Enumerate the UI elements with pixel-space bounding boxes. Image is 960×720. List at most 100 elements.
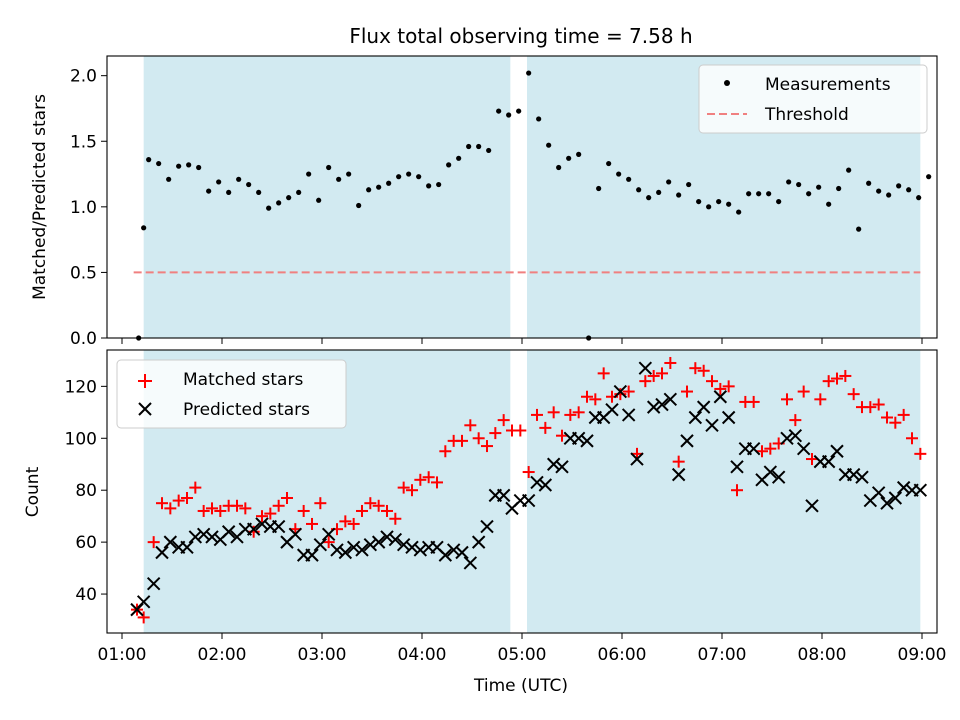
measurement-point — [856, 226, 862, 232]
y-tick-label: 0.0 — [70, 329, 97, 349]
predicted-star-point — [796, 441, 811, 456]
matched-star-point — [889, 416, 902, 429]
measurement-point — [406, 171, 412, 177]
predicted-star-point — [655, 397, 669, 412]
measurement-point — [316, 197, 322, 203]
measurement-point — [336, 176, 342, 182]
matched-star-point — [881, 411, 893, 424]
measurement-points — [136, 70, 932, 341]
measurement-point — [286, 195, 292, 201]
matched-star-point — [764, 442, 777, 455]
measurement-point — [206, 188, 212, 194]
shaded-period-1 — [143, 56, 511, 338]
measurement-point — [196, 164, 202, 171]
matched-star-point — [839, 369, 852, 382]
y-tick-label: 1.0 — [70, 198, 97, 218]
predicted-star-point — [788, 428, 803, 443]
matched-star-point — [431, 476, 443, 489]
predicted-star-point — [438, 548, 453, 562]
predicted-star-point — [855, 470, 869, 484]
matched-star-point — [481, 440, 493, 453]
predicted-star-point — [413, 543, 428, 557]
predicted-star-point — [180, 540, 194, 555]
matched-star-point — [756, 445, 768, 458]
measurement-point — [786, 179, 792, 185]
matched-star-point — [239, 502, 252, 515]
measurement-point — [236, 176, 242, 182]
measurement-point — [816, 184, 822, 190]
matched-star-point — [397, 481, 410, 494]
legend-measurements-marker — [724, 80, 730, 86]
measurement-point — [526, 70, 532, 76]
predicted-star-point — [821, 454, 836, 469]
measurement-point — [796, 181, 802, 188]
y-tick-label: 120 — [65, 377, 97, 397]
matched-star-point — [206, 502, 218, 515]
y-tick-label: 0.5 — [70, 263, 97, 283]
predicted-star-point — [630, 452, 644, 466]
measurement-point — [886, 192, 892, 198]
y-tick-label: 1.5 — [70, 132, 97, 152]
matched-star-point — [272, 499, 285, 512]
legend-predicted-label: Predicted stars — [183, 400, 310, 420]
predicted-star-point — [771, 470, 786, 484]
matched-star-point — [514, 424, 527, 437]
measurement-point — [876, 188, 882, 194]
matched-star-point — [256, 510, 268, 523]
matched-star-point — [789, 414, 802, 427]
matched-star-point — [231, 499, 243, 512]
measurement-point — [496, 108, 502, 114]
matched-star-point — [156, 497, 168, 510]
matched-star-point — [672, 455, 685, 468]
measurement-point — [926, 174, 932, 180]
matched-star-point — [322, 536, 335, 549]
measurement-point — [746, 191, 752, 197]
predicted-star-point — [880, 496, 894, 510]
predicted-star-point — [355, 543, 369, 557]
measurement-point — [266, 205, 272, 211]
bottom-legend-box — [116, 359, 347, 429]
x-tick-label: 02:00 — [198, 645, 247, 665]
top-legend: Measurements Threshold — [698, 64, 928, 134]
predicted-star-point — [896, 480, 911, 495]
predicted-star-point — [205, 530, 219, 544]
measurement-point — [346, 171, 352, 177]
matched-star-point — [489, 427, 502, 440]
measurement-point — [706, 204, 712, 210]
y-tick-label: 40 — [75, 585, 97, 605]
predicted-star-point — [730, 460, 744, 474]
y-tick-label: 80 — [75, 481, 97, 501]
measurement-point — [476, 143, 482, 150]
chart-title: Flux total observing time = 7.58 h — [349, 24, 692, 48]
predicted-star-point — [446, 543, 461, 557]
measurement-point — [141, 225, 147, 231]
measurement-point — [356, 202, 362, 209]
measurement-point — [636, 187, 642, 193]
predicted-star-point — [830, 444, 844, 458]
matched-star-point — [714, 382, 727, 395]
predicted-star-point — [288, 527, 303, 542]
predicted-star-point — [780, 431, 794, 445]
matched-star-point — [181, 491, 193, 504]
predicted-star-point — [271, 519, 286, 534]
predicted-star-point — [763, 465, 778, 479]
matched-star-point — [406, 484, 418, 497]
predicted-star-point — [646, 400, 661, 414]
matched-star-point — [847, 388, 860, 401]
legend-predicted-marker — [138, 402, 152, 416]
top-y-axis-label: Matched/Predicted stars — [30, 94, 50, 300]
predicted-star-point — [305, 548, 319, 562]
predicted-star-point — [605, 403, 619, 417]
matched-star-point — [422, 471, 435, 484]
predicted-star-point — [521, 493, 536, 508]
x-tick-label: 06:00 — [598, 645, 647, 665]
matched-star-point — [906, 432, 918, 445]
predicted-star-point — [196, 527, 211, 542]
legend-measurements-label: Measurements — [765, 75, 891, 95]
matched-star-point — [497, 414, 510, 427]
measurement-point — [896, 183, 902, 189]
matched-star-point — [639, 375, 652, 388]
measurement-point — [716, 198, 722, 205]
measurement-point — [396, 174, 402, 180]
